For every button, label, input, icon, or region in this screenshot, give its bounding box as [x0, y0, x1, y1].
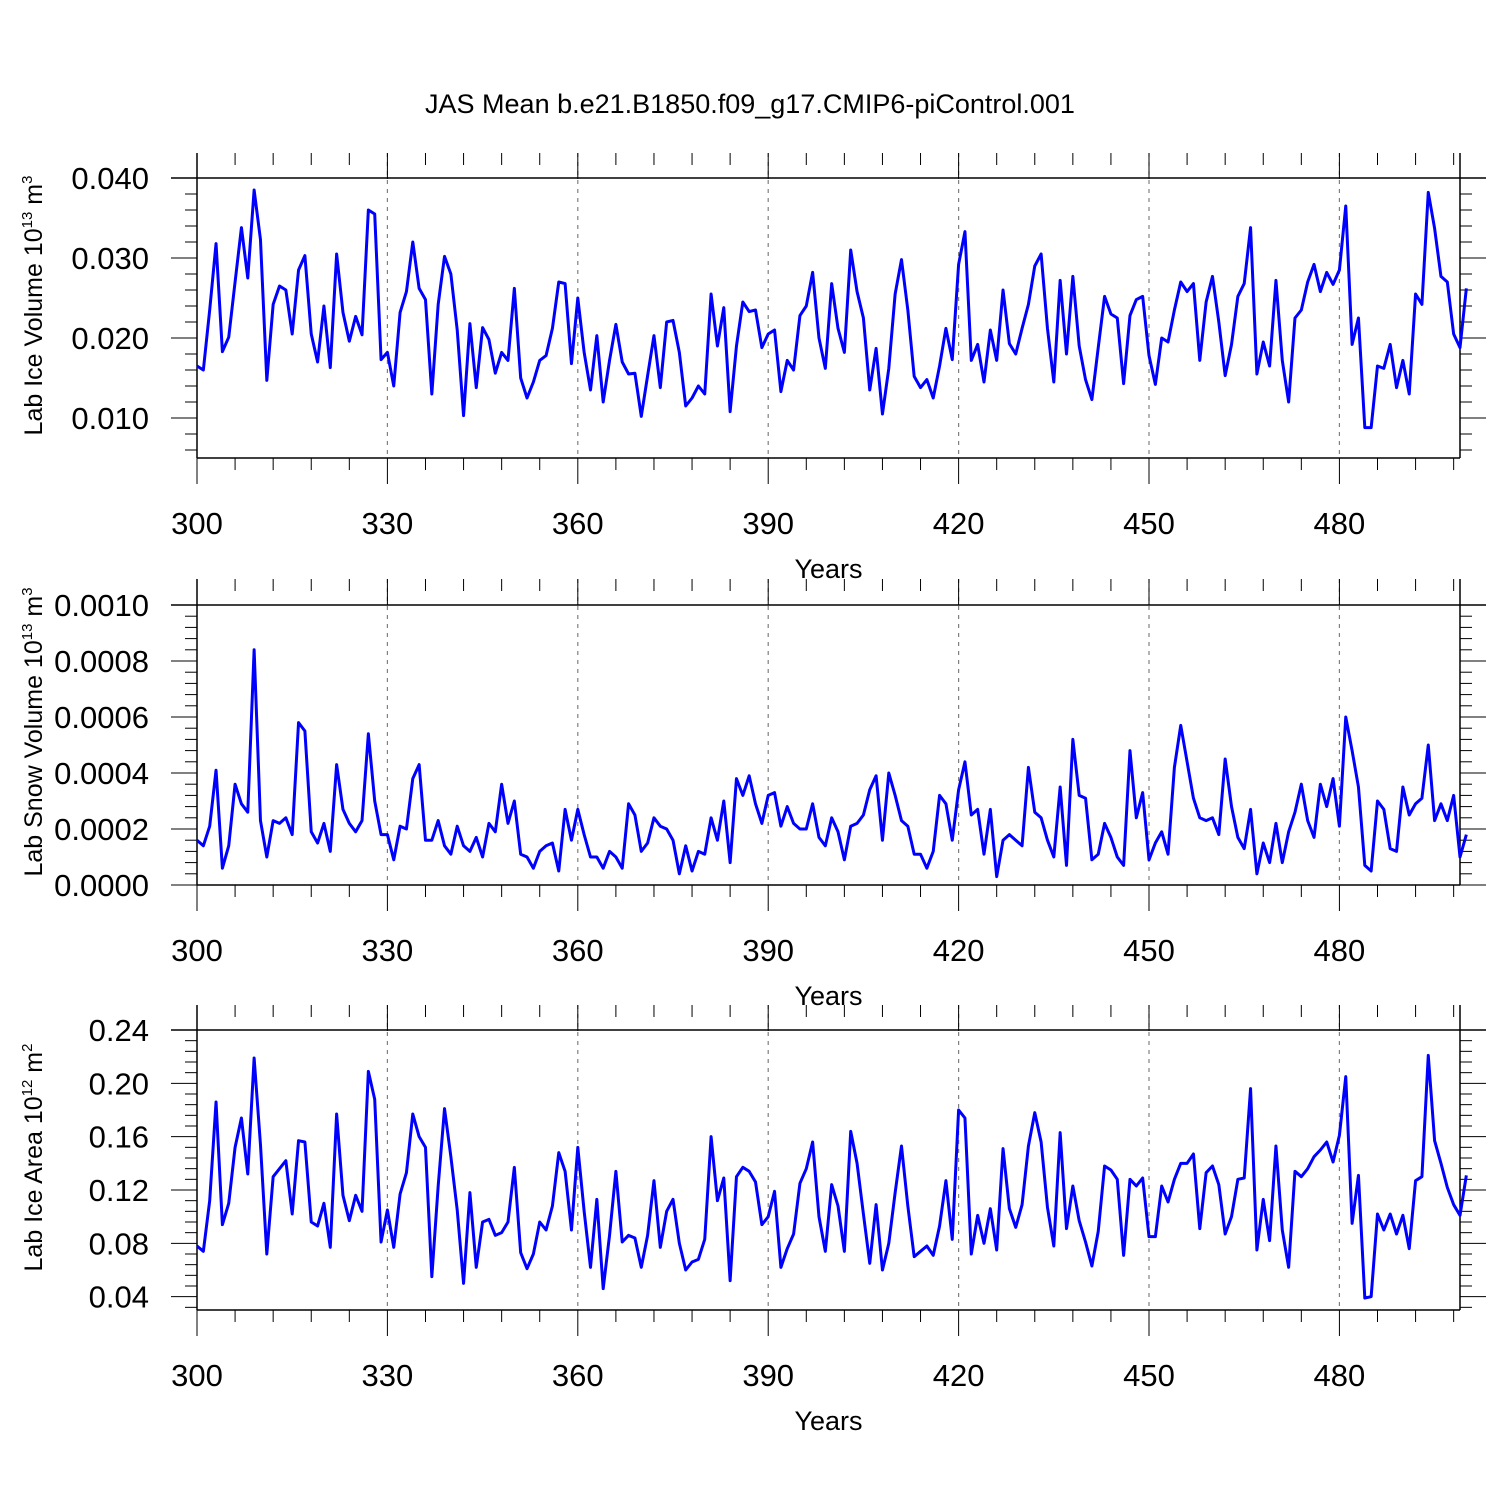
- lab-snow-volume-series-line: [196, 648, 1468, 879]
- lab-ice-area-series-line: [196, 1053, 1468, 1300]
- x-axis-label: Years: [794, 1406, 862, 1436]
- lab-ice-volume-series-line: [196, 188, 1468, 430]
- y-tick-label: 0.010: [71, 401, 149, 436]
- y-tick-label: 0.08: [89, 1226, 149, 1261]
- y-tick-label: 0.20: [89, 1066, 149, 1101]
- x-axis-label: Years: [794, 981, 862, 1011]
- x-tick-label: 330: [362, 933, 414, 968]
- y-tick-label: 0.0004: [54, 756, 149, 791]
- x-tick-label: 300: [171, 506, 223, 541]
- y-tick-label: 0.0006: [54, 700, 149, 735]
- x-tick-label: 480: [1314, 506, 1366, 541]
- x-tick-label: 450: [1123, 933, 1175, 968]
- y-tick-label: 0.030: [71, 241, 149, 276]
- x-tick-label: 330: [362, 506, 414, 541]
- y-tick-label: 0.0010: [54, 588, 149, 623]
- x-tick-label: 480: [1314, 1358, 1366, 1393]
- lab-ice-area-panel: 0.04 0.08 0.12 0.16 0.20 0.24 300 330 360 390 420 4…: [19, 1005, 1486, 1436]
- x-tick-label: 360: [552, 506, 604, 541]
- y-tick-label: 0.020: [71, 321, 149, 356]
- x-tick-label: 360: [552, 1358, 604, 1393]
- x-tick-label: 330: [362, 1358, 414, 1393]
- x-tick-label: 300: [171, 1358, 223, 1393]
- y-tick-label: 0.0002: [54, 812, 149, 847]
- x-tick-label: 300: [171, 933, 223, 968]
- lab-ice-volume-panel: 0.010 0.020 0.030 0.040 300 330 360 390 420 450 48…: [19, 153, 1486, 584]
- y-axis-label: Lab Ice Area 1012 m2: [19, 1044, 48, 1272]
- x-tick-label: 420: [933, 933, 985, 968]
- y-tick-label: 0.12: [89, 1173, 149, 1208]
- x-tick-label: 450: [1123, 506, 1175, 541]
- x-tick-label: 360: [552, 933, 604, 968]
- x-axis-label: Years: [794, 554, 862, 584]
- x-tick-label: 420: [933, 506, 985, 541]
- y-tick-label: 0.0000: [54, 868, 149, 903]
- figure-title: JAS Mean b.e21.B1850.f09_g17.CMIP6-piCon…: [425, 89, 1075, 119]
- y-tick-label: 0.24: [89, 1013, 149, 1048]
- x-tick-label: 390: [742, 933, 794, 968]
- y-tick-label: 0.04: [89, 1280, 149, 1315]
- x-tick-label: 450: [1123, 1358, 1175, 1393]
- y-tick-label: 0.0008: [54, 644, 149, 679]
- x-tick-label: 480: [1314, 933, 1366, 968]
- y-tick-label: 0.040: [71, 161, 149, 196]
- x-tick-label: 390: [742, 1358, 794, 1393]
- y-axis-label: Lab Snow Volume 1013 m3: [19, 587, 48, 876]
- y-tick-label: 0.16: [89, 1120, 149, 1155]
- y-axis-label: Lab Ice Volume 1013 m3: [19, 176, 48, 436]
- x-tick-label: 420: [933, 1358, 985, 1393]
- lab-snow-volume-panel: 0.0000 0.0002 0.0004 0.0006 0.0008 0.0010 300 3…: [19, 579, 1486, 1011]
- x-tick-label: 390: [742, 506, 794, 541]
